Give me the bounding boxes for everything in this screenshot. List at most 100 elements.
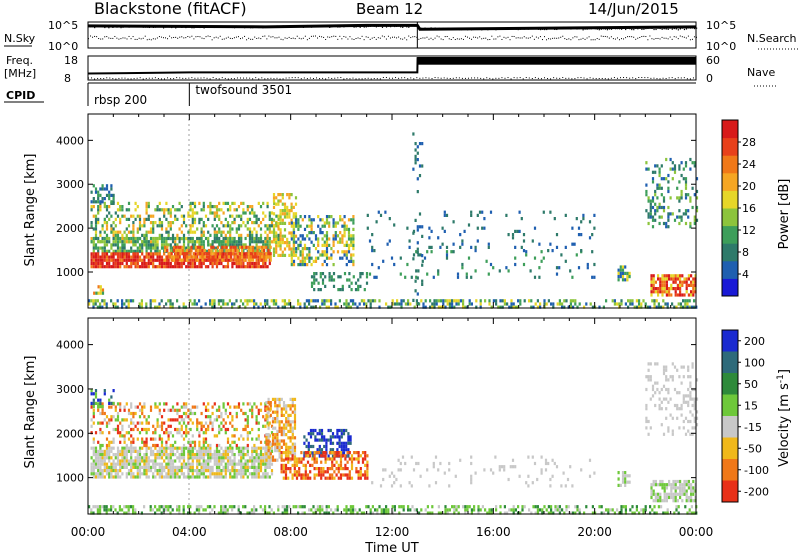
nsky-speck: [517, 28, 519, 31]
velocity-cell: [160, 421, 164, 425]
velocity-cell: [163, 446, 166, 450]
power-cell: [416, 292, 419, 296]
power-cell: [621, 278, 625, 282]
nsky-speck: [584, 28, 586, 30]
power-cell: [119, 236, 122, 241]
power-cell: [249, 245, 252, 249]
velocity-cell: [222, 456, 225, 460]
nsearch-dot: [592, 39, 594, 41]
velocity-cell: [105, 456, 109, 460]
velocity-cell: [123, 456, 126, 460]
nsky-speck: [110, 25, 112, 28]
power-cell: [145, 208, 148, 212]
nave-dot: [109, 77, 111, 79]
velocity-cell: [690, 511, 693, 515]
power-cell: [651, 180, 655, 184]
power-cell: [116, 214, 120, 218]
power-cell: [428, 245, 431, 249]
velocity-cell: [90, 456, 93, 460]
nsky-speck: [685, 28, 688, 30]
power-cell: [229, 236, 232, 241]
nsearch-dot: [102, 38, 104, 40]
power-cell: [193, 211, 197, 215]
nsearch-dot: [199, 36, 201, 38]
power-cell: [226, 208, 230, 212]
velocity-cell: [213, 475, 216, 479]
velocity-cell: [143, 465, 146, 469]
power-cell: [257, 240, 260, 244]
velocity-cell: [209, 465, 212, 469]
velocity-cell: [354, 508, 357, 512]
power-cell: [308, 237, 311, 241]
velocity-cell: [185, 431, 188, 435]
power-cell: [426, 250, 429, 254]
nsky-speck: [290, 25, 292, 27]
nsearch-dot: [618, 39, 620, 41]
power-cell: [202, 243, 205, 247]
power-cell: [127, 224, 131, 228]
velocity-cell: [125, 431, 128, 435]
nave-dot: [407, 78, 409, 80]
nsky-speck: [203, 27, 205, 29]
nave-dot: [115, 78, 117, 80]
power-cell: [647, 221, 650, 226]
power-cell: [658, 167, 661, 171]
power-cell: [94, 265, 98, 269]
velocity-cell: [132, 459, 135, 463]
velocity-cell: [578, 508, 581, 512]
power-cell: [303, 215, 307, 219]
power-cell: [110, 258, 113, 262]
power-cell: [229, 233, 232, 237]
power-cell: [198, 265, 201, 269]
nsearch-dot: [92, 36, 94, 38]
velocity-cell: [103, 392, 106, 396]
power-cell: [530, 299, 533, 303]
velocity-cell: [198, 449, 201, 453]
power-cell: [678, 167, 681, 171]
velocity-cell: [207, 462, 210, 466]
velocity-cell: [110, 508, 113, 512]
power-cell: [573, 242, 576, 246]
power-cell: [123, 236, 126, 241]
nsky-speck: [244, 27, 246, 29]
power-cell: [563, 305, 566, 309]
power-cell: [492, 266, 495, 270]
power-cell: [461, 266, 464, 270]
power-cell: [246, 208, 249, 212]
velocity-cell: [174, 446, 177, 450]
power-cell: [221, 245, 224, 249]
velocity-cell: [220, 427, 223, 432]
nsearch-dot: [233, 37, 235, 39]
power-cell: [132, 252, 135, 256]
power-cell: [303, 302, 306, 306]
velocity-cell: [666, 508, 669, 512]
power-cell: [143, 217, 146, 221]
nsky-speck: [325, 25, 327, 27]
velocity-cell: [94, 446, 98, 450]
power-cell: [385, 302, 388, 306]
power-cell: [121, 243, 124, 247]
power-cell: [330, 253, 333, 257]
power-cell: [414, 218, 417, 222]
power-cell: [463, 229, 466, 233]
velocity-cell: [477, 511, 480, 515]
power-cell: [215, 255, 219, 259]
power-cell: [156, 255, 159, 259]
power-colorbar-tick-label: 28: [742, 136, 756, 149]
nsearch-dot: [235, 36, 237, 38]
nave-dot: [501, 77, 503, 79]
nave-dot: [510, 78, 512, 80]
power-cell: [678, 180, 681, 184]
power-cell: [116, 255, 120, 259]
power-cell: [279, 199, 282, 203]
velocity-cell: [152, 462, 155, 466]
velocity-cell: [261, 508, 264, 512]
velocity-cell: [607, 508, 610, 512]
power-cell: [299, 263, 302, 267]
velocity-cell: [176, 472, 179, 476]
nsearch-dot: [627, 36, 629, 38]
nsearch-dot: [112, 37, 114, 39]
velocity-cell: [143, 459, 146, 463]
power-cell: [248, 236, 252, 241]
power-cell: [103, 246, 106, 250]
